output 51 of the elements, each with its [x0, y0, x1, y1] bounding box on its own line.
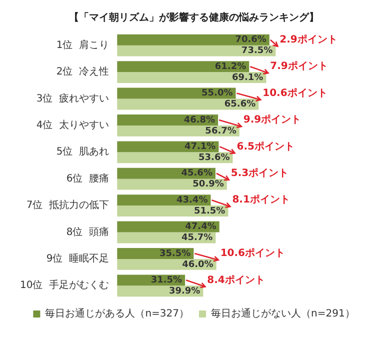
data-label: 39.9%: [168, 286, 200, 296]
y-tick-label: 6位 腰痛: [66, 172, 110, 184]
data-label: 35.5%: [159, 248, 191, 259]
annotation: 8.4ポイント: [207, 274, 265, 286]
annotation: 5.3ポイント: [230, 168, 289, 179]
data-label: 73.5%: [241, 46, 273, 56]
bar: [117, 206, 228, 216]
data-label: 46.0%: [182, 260, 214, 270]
y-tick-label: 7位 抵抗力の低下: [26, 199, 110, 212]
data-label: 45.6%: [181, 168, 212, 179]
data-label: 65.6%: [224, 100, 256, 110]
annotation: 2.9ポイント: [280, 34, 338, 46]
bar: [117, 34, 270, 46]
data-label: 31.5%: [150, 276, 182, 286]
bar: [117, 45, 276, 56]
bar: [117, 125, 240, 136]
data-label: 70.6%: [235, 35, 266, 46]
y-tick-label: 3位 疲れやすい: [36, 92, 110, 104]
data-label: 47.1%: [184, 142, 216, 152]
y-tick-label: 4位 太りやすい: [36, 119, 110, 132]
data-label: 43.4%: [176, 195, 208, 206]
data-label: 55.0%: [202, 88, 233, 99]
legend-label: 毎日お通じがない人（n=291）: [211, 308, 355, 320]
y-tick-label: 8位 頭痛: [66, 226, 110, 238]
data-label: 50.9%: [192, 180, 224, 190]
data-label: 69.1%: [232, 72, 264, 83]
annotation: 10.6ポイント: [262, 88, 328, 99]
data-label: 61.2%: [214, 62, 246, 72]
bar: [117, 221, 220, 232]
annotation: 10.6ポイント: [220, 248, 286, 260]
data-label: 47.4%: [185, 222, 216, 232]
bar: [117, 61, 250, 72]
data-label: 46.8%: [184, 115, 216, 126]
chart-title: 【「マイ朝リズム」が影響する健康の悩みランキング】: [69, 12, 319, 24]
annotation: 7.9ポイント: [270, 61, 328, 72]
data-label: 56.7%: [205, 126, 236, 136]
bar: [117, 141, 219, 152]
data-label: 53.6%: [198, 152, 230, 163]
y-tick-label: 5位 肌あれ: [56, 146, 110, 158]
data-label: 45.7%: [181, 233, 213, 244]
data-label: 51.5%: [194, 206, 226, 216]
legend-label: 毎日お通じがある人（n=327）: [45, 308, 190, 320]
bar: [117, 88, 236, 99]
annotation: 8.1ポイント: [232, 194, 290, 206]
y-tick-label: 1位 肩こり: [56, 38, 110, 51]
y-tick-label: 10位 手足がむくむ: [20, 279, 110, 292]
y-tick-label: 2位 冷え性: [56, 66, 110, 78]
bar: [117, 72, 266, 83]
annotation: 9.9ポイント: [243, 114, 302, 126]
y-tick-label: 9位 睡眠不足: [46, 252, 110, 265]
annotation: 6.5ポイント: [236, 141, 294, 152]
